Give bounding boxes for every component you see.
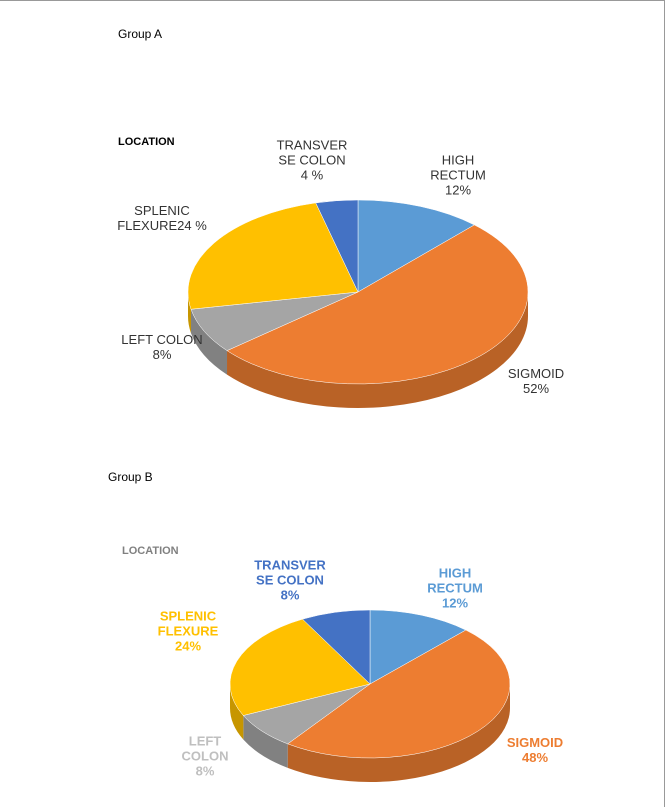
value-label: 8% [152,347,172,362]
category-label: TRANSVER SE COLON [276,137,348,168]
slice [315,199,359,293]
category-label: SIGMOID [506,735,564,750]
category-label: LEFT COLON [121,332,203,347]
data-label: SPLENIC FLEXURE24 % [112,203,212,233]
data-label: SPLENIC FLEXURE 24% [148,609,228,654]
group-label: Group A [118,27,163,41]
value-label: 4 % [300,167,324,183]
data-label: SIGMOID 48% [495,735,575,765]
category-label: TRANSVER SE COLON [254,557,326,588]
data-label: LEFT COLON 8% [175,734,235,779]
slice-side [188,292,192,334]
slice-side [287,684,510,782]
chart-title: LOCATION [118,136,175,148]
value-label: 12% [441,595,469,611]
slice [302,609,371,685]
data-label: TRANSVER SE COLON 4 % [267,138,357,183]
slice [357,199,475,293]
category-label: SPLENIC FLEXURE [117,203,190,233]
slice [187,202,359,310]
slice [229,618,371,716]
slice-side [230,684,244,740]
value-label: 24% [174,638,202,654]
category-label: HIGH RECTUM [430,152,486,183]
value-label: 52% [522,381,550,396]
slice [369,609,467,685]
data-label: HIGH RECTUM 12% [415,566,495,611]
slice-side [191,309,228,375]
slice-side [243,715,288,768]
data-label: SIGMOID 52% [496,366,576,396]
group-label: Group B [108,470,153,484]
value-label: 24 % [177,218,207,233]
chart-title: LOCATION [122,545,179,557]
data-label: LEFT COLON 8% [112,332,212,362]
slice [226,224,529,385]
slice [287,629,511,759]
value-label: 8% [195,763,215,779]
category-label: SIGMOID [507,366,565,381]
category-label: SPLENIC FLEXURE [157,608,219,639]
value-label: 12% [444,182,472,198]
value-label: 8% [280,587,300,603]
value-label: 48% [521,750,549,765]
data-label: TRANSVER SE COLON 8% [245,558,335,603]
category-label: HIGH RECTUM [427,565,483,596]
category-label: LEFT COLON [181,733,229,764]
data-label: HIGH RECTUM 12% [418,153,498,198]
